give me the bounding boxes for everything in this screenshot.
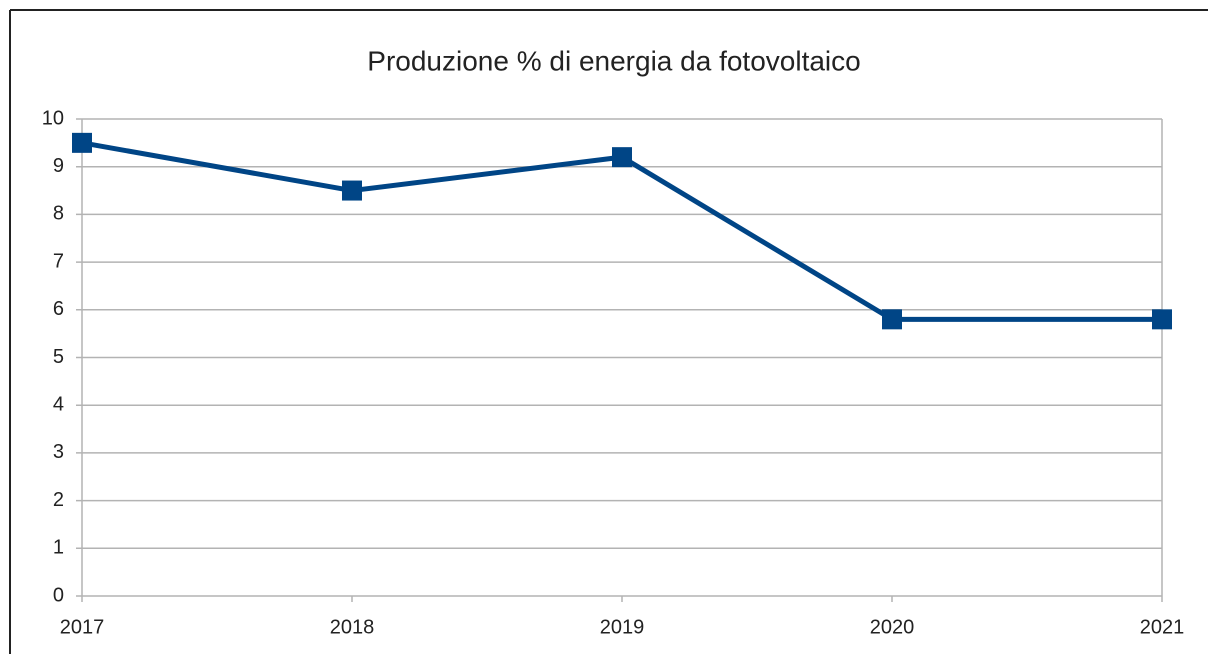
x-tick-label: 2019 [600,616,645,638]
chart-title: Produzione % di energia da fotovoltaico [367,45,860,76]
data-point [72,132,92,153]
data-point [342,180,362,201]
data-point [1152,309,1172,330]
x-tick-label: 2018 [330,616,375,638]
y-tick-label: 4 [53,393,64,415]
y-tick-label: 1 [53,537,64,559]
y-tick-label: 9 [53,155,64,177]
x-tick-label: 2017 [60,616,105,638]
y-tick-label: 8 [53,203,64,225]
y-tick-label: 6 [53,298,64,320]
x-tick-label: 2021 [1140,616,1185,638]
x-tick-label: 2020 [870,616,915,638]
y-tick-label: 10 [42,107,64,129]
data-point [612,147,632,168]
y-tick-label: 0 [53,584,64,606]
y-tick-label: 5 [53,346,64,368]
y-tick-label: 7 [53,250,64,272]
y-tick-label: 2 [53,489,64,511]
data-point [882,309,902,330]
y-tick-label: 3 [53,441,64,463]
